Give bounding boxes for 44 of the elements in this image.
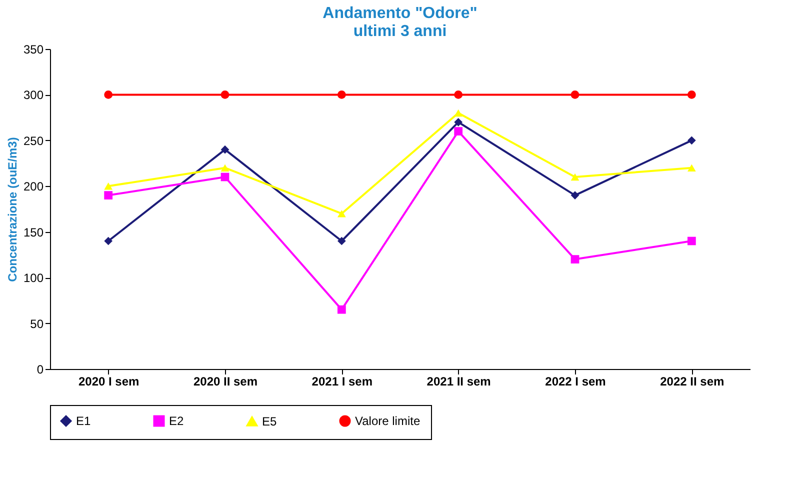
point [337,236,346,246]
point [687,236,696,246]
point [570,255,580,264]
point [454,90,463,99]
y-tick-label: 50 [30,316,44,331]
point [454,118,463,126]
point [337,210,346,218]
point [104,90,113,99]
x-tick-label: 2022 II sem [660,374,724,388]
point [570,191,580,200]
point [104,182,113,190]
point [104,191,113,200]
point [220,164,230,172]
x-tick-label: 2022 I sem [545,374,606,388]
chart-title: Andamento "Odore" ultimi 3 anni [322,5,478,40]
point [220,90,230,99]
point [570,173,580,181]
x-tick-label: 2020 II sem [193,374,258,388]
y-tick-label: 100 [23,271,44,286]
point [220,145,230,154]
y-tick-label: 0 [36,362,44,376]
point [454,127,463,136]
y-axis-title: Concentrazione (ouE/m3) [5,137,20,282]
legend-label: E2 [169,414,184,428]
legend-label: E1 [76,414,92,428]
legend-label: E5 [262,414,278,428]
point [570,90,580,99]
x-tick-label: 2021 I sem [312,374,373,388]
y-tick-label: 300 [23,88,44,102]
point [104,236,113,246]
point [687,164,696,172]
y-tick-label: 350 [23,42,44,56]
x-tick-label: 2021 II sem [426,374,491,388]
x-tick-label: 2020 I sem [78,374,140,388]
y-tick-label: 150 [23,225,44,240]
point [337,90,346,99]
point [687,136,696,145]
legend-label: Valore limite [355,414,420,428]
y-tick-label: 250 [23,134,44,148]
point [337,305,346,314]
y-tick-label: 200 [23,180,44,194]
point [454,109,463,117]
point [687,90,696,99]
point [220,172,230,182]
